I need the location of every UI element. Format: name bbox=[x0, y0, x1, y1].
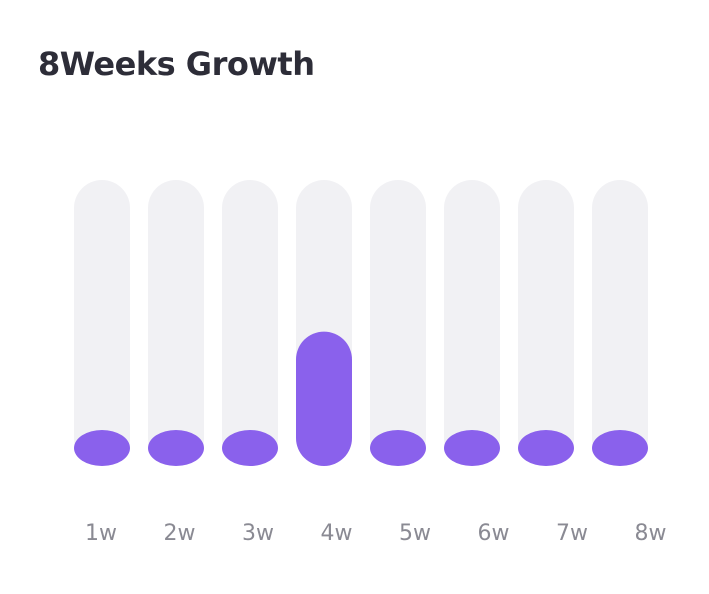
bar-track-7w bbox=[518, 180, 574, 466]
bar-7w bbox=[518, 430, 574, 466]
bar-4w bbox=[296, 331, 352, 466]
bar-8w bbox=[592, 430, 648, 466]
bar-track-3w bbox=[222, 180, 278, 466]
bar-2w bbox=[148, 430, 204, 466]
bar-1w bbox=[74, 430, 130, 466]
bar-5w bbox=[370, 430, 426, 466]
bar-6w bbox=[444, 430, 500, 466]
bar-3w bbox=[222, 430, 278, 466]
x-tick-label-4w: 4w bbox=[321, 521, 353, 546]
bar-track-6w bbox=[444, 180, 500, 466]
bar-track-8w bbox=[592, 180, 648, 466]
bar-track-2w bbox=[148, 180, 204, 466]
x-tick-label-6w: 6w bbox=[478, 521, 510, 546]
bar-track-5w bbox=[370, 180, 426, 466]
chart-title: 8Weeks Growth bbox=[38, 45, 315, 83]
x-tick-label-3w: 3w bbox=[242, 521, 274, 546]
x-tick-label-5w: 5w bbox=[399, 521, 431, 546]
x-tick-label-8w: 8w bbox=[635, 521, 667, 546]
x-tick-label-2w: 2w bbox=[164, 521, 196, 546]
x-tick-label-1w: 1w bbox=[85, 521, 117, 546]
x-tick-label-7w: 7w bbox=[556, 521, 588, 546]
bar-track-1w bbox=[74, 180, 130, 466]
